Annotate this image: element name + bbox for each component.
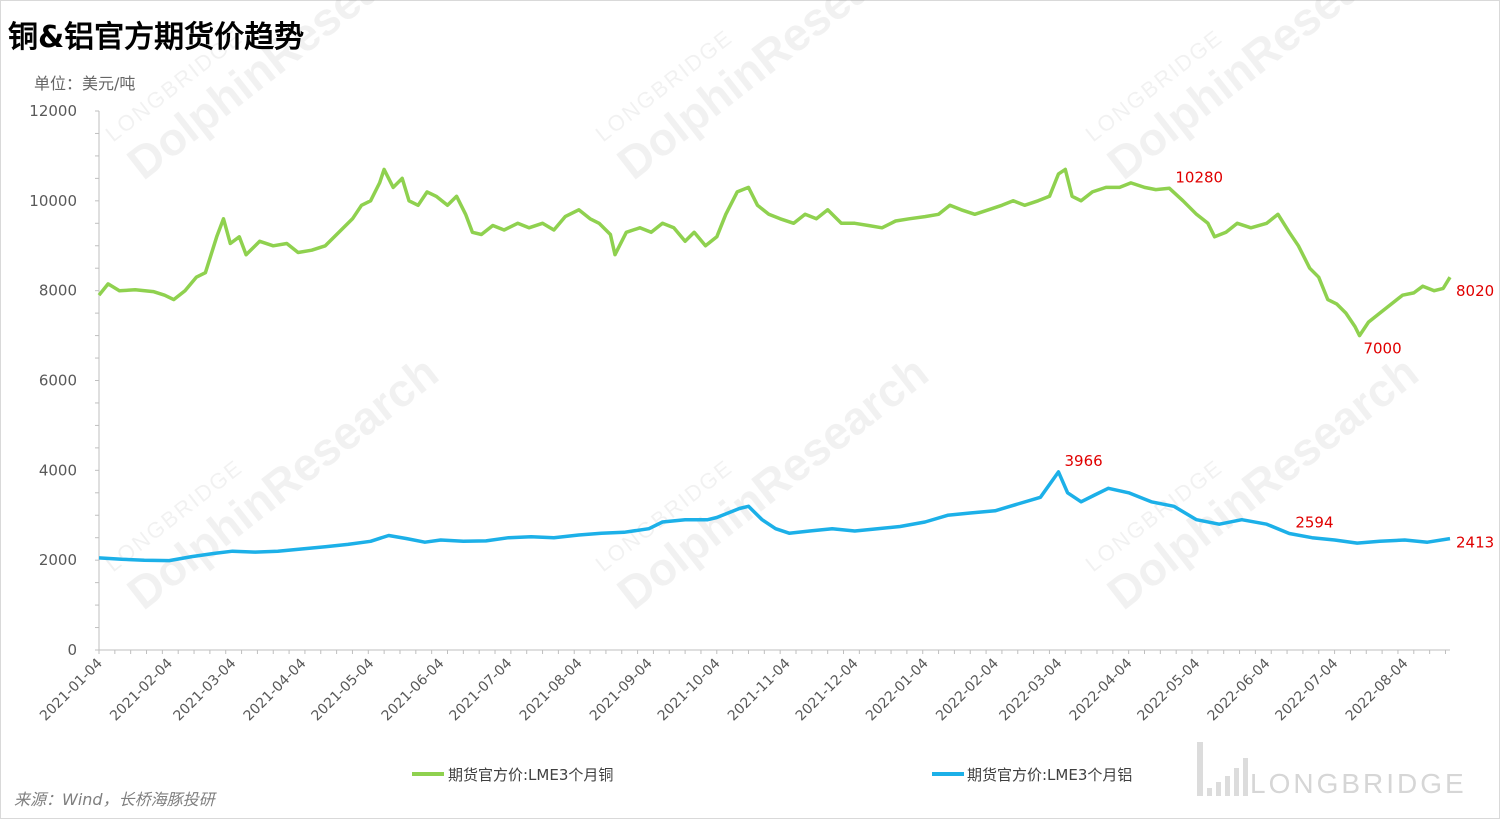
data-labels: 10280 7000 8020 3966 2594 2413 xyxy=(1065,168,1495,551)
y-tick-label: 10000 xyxy=(29,192,77,210)
chart-title: 铜&铝官方期货价趋势 xyxy=(8,20,305,55)
y-tick-label: 4000 xyxy=(39,461,77,479)
x-tick-label: 2022-07-04 xyxy=(1273,655,1342,724)
y-tick-label: 2000 xyxy=(39,551,77,569)
x-tick-label: 2021-01-04 xyxy=(37,655,106,724)
series-lines xyxy=(97,167,1452,563)
y-tick-label: 6000 xyxy=(39,372,77,390)
y-tick-label: 12000 xyxy=(29,102,77,120)
x-tick-label: 2021-05-04 xyxy=(309,655,378,724)
series-line-copper xyxy=(97,167,1452,338)
x-tick-label: 2021-11-04 xyxy=(725,655,794,724)
data-label: 2413 xyxy=(1456,534,1494,552)
x-tick-label: 2022-08-04 xyxy=(1343,655,1412,724)
x-tick-label: 2022-04-04 xyxy=(1067,655,1136,724)
legend-label-copper: 期货官方价:LME3个月铜 xyxy=(448,766,613,784)
x-tick-label: 2022-06-04 xyxy=(1205,655,1274,724)
series-line-aluminum xyxy=(98,470,1451,563)
x-tick-label: 2021-06-04 xyxy=(379,655,448,724)
axes xyxy=(95,110,1450,654)
data-label: 7000 xyxy=(1363,340,1401,358)
x-tick-label: 2022-05-04 xyxy=(1135,655,1204,724)
x-tick-label: 2022-02-04 xyxy=(933,655,1002,724)
x-tick-label: 2021-09-04 xyxy=(587,655,656,724)
x-tick-label: 2022-01-04 xyxy=(863,655,932,724)
x-tick-label: 2022-03-04 xyxy=(996,655,1065,724)
source-note: 来源：Wind，长桥海豚投研 xyxy=(14,790,215,809)
x-tick-label: 2021-12-04 xyxy=(793,655,862,724)
data-label: 2594 xyxy=(1295,513,1333,531)
y-tick-label: 0 xyxy=(67,641,77,659)
x-tick-label: 2021-02-04 xyxy=(107,655,176,724)
y-tick-labels: 0 2000 4000 6000 8000 10000 12000 xyxy=(29,102,77,659)
data-label: 8020 xyxy=(1456,282,1494,300)
x-tick-label: 2021-03-04 xyxy=(170,655,239,724)
legend-label-aluminum: 期货官方价:LME3个月铝 xyxy=(967,766,1132,784)
x-tick-label: 2021-04-04 xyxy=(241,655,310,724)
x-tick-label: 2021-07-04 xyxy=(447,655,516,724)
unit-label: 单位：美元/吨 xyxy=(34,74,136,93)
longbridge-logo-icon xyxy=(1197,742,1248,796)
data-label: 10280 xyxy=(1175,168,1223,186)
x-tick-label: 2021-08-04 xyxy=(517,655,586,724)
legend: 期货官方价:LME3个月铜 期货官方价:LME3个月铝 xyxy=(412,766,1132,784)
x-tick-label: 2021-10-04 xyxy=(655,655,724,724)
data-label: 3966 xyxy=(1065,452,1103,470)
brand-wordmark: LONGBRIDGE xyxy=(1250,768,1467,799)
y-tick-label: 8000 xyxy=(39,282,77,300)
